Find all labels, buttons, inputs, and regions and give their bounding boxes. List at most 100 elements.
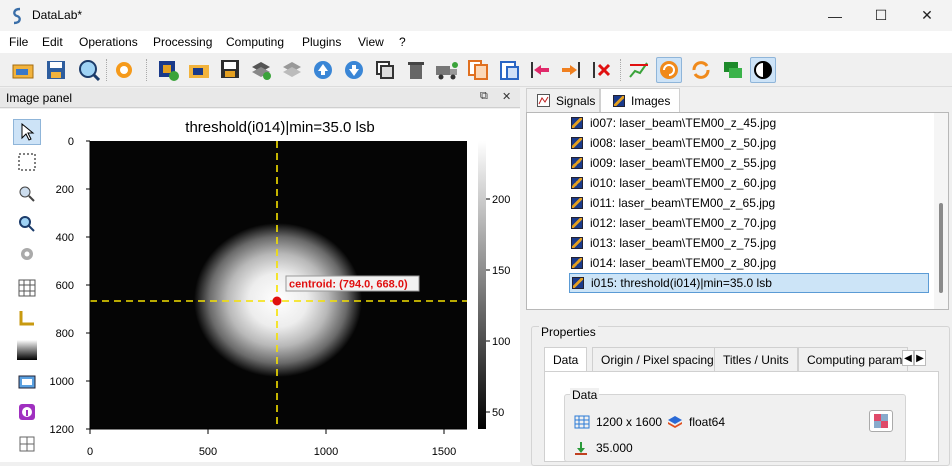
select-arrow-icon[interactable] xyxy=(13,119,41,145)
list-item[interactable]: i007: laser_beam\TEM00_z_45.jpg xyxy=(569,113,929,133)
colorbar-tick-label: 200 xyxy=(492,194,510,206)
contrast-icon[interactable] xyxy=(750,57,776,83)
list-scrollbar[interactable] xyxy=(934,113,948,309)
save-image-icon[interactable] xyxy=(217,57,243,83)
plot-canvas[interactable]: centroid: (794.0, 668.0) 0 200 400 600 8… xyxy=(0,109,520,462)
import-icon[interactable] xyxy=(527,57,553,83)
menu-computing[interactable]: Computing xyxy=(226,35,285,49)
image-icon xyxy=(571,197,583,209)
menu-operations[interactable]: Operations xyxy=(79,35,138,49)
new-image-icon[interactable] xyxy=(155,57,181,83)
main-toolbar xyxy=(0,53,952,87)
edit-data-button[interactable] xyxy=(869,410,893,432)
zoom-fit-icon[interactable] xyxy=(13,211,41,237)
menu-plugins[interactable]: Plugins xyxy=(302,35,342,49)
info-icon[interactable] xyxy=(13,399,41,425)
grid-icon[interactable] xyxy=(13,275,41,301)
list-item[interactable]: i011: laser_beam\TEM00_z_65.jpg xyxy=(569,193,929,213)
properties-title: Properties xyxy=(539,325,598,339)
image-icon xyxy=(613,94,625,107)
truck-icon[interactable] xyxy=(434,57,460,83)
close-button[interactable]: ✕ xyxy=(921,7,933,23)
undock-icon[interactable]: ⧉ xyxy=(480,90,488,102)
axes-icon[interactable] xyxy=(13,305,41,331)
layers-gray-icon[interactable] xyxy=(279,57,305,83)
min-arrow-icon xyxy=(575,442,587,455)
tab-images[interactable]: Images xyxy=(600,88,680,112)
pixel-grid-icon[interactable] xyxy=(13,431,41,457)
copy-icon[interactable] xyxy=(465,57,491,83)
menu-view[interactable]: View xyxy=(358,35,384,49)
list-item[interactable]: i012: laser_beam\TEM00_z_70.jpg xyxy=(569,213,929,233)
tab-scroll-left-icon[interactable]: ◀ xyxy=(902,350,914,366)
app-logo-icon xyxy=(13,7,21,25)
image-stats-icon[interactable] xyxy=(13,369,41,395)
menu-processing[interactable]: Processing xyxy=(153,35,213,49)
image-panel: threshold(i014)|min=35.0 lsb centroid: (… xyxy=(0,109,520,462)
list-item[interactable]: i014: laser_beam\TEM00_z_80.jpg xyxy=(569,253,929,273)
prop-tab-origin[interactable]: Origin / Pixel spacing xyxy=(592,347,723,371)
y-axis: 0 200 400 600 800 1000 1200 xyxy=(50,136,90,436)
open-folder-icon[interactable] xyxy=(186,57,212,83)
colorbar[interactable] xyxy=(478,141,486,429)
paste-icon[interactable] xyxy=(496,57,522,83)
prop-tab-titles[interactable]: Titles / Units xyxy=(714,347,798,371)
zoom-tool-icon[interactable] xyxy=(13,181,41,207)
centroid-marker[interactable] xyxy=(272,296,282,306)
annotation-icon[interactable] xyxy=(720,57,746,83)
list-item[interactable]: i013: laser_beam\TEM00_z_75.jpg xyxy=(569,233,929,253)
list-item-selected[interactable]: i015: threshold(i014)|min=35.0 lsb xyxy=(569,273,929,293)
image-icon xyxy=(571,117,583,129)
window-title: DataLab* xyxy=(32,8,83,22)
colormap-icon[interactable] xyxy=(13,337,41,363)
sync-icon[interactable] xyxy=(688,57,714,83)
prop-tab-computing[interactable]: Computing parame xyxy=(798,347,908,371)
plot-tools xyxy=(10,119,44,462)
tab-signals-label: Signals xyxy=(556,93,596,108)
zoom-icon[interactable] xyxy=(76,57,102,83)
image-panel-header: Image panel ⧉ ✕ xyxy=(0,88,520,108)
refresh-active-icon[interactable] xyxy=(656,57,682,83)
colorbar-tick-label: 50 xyxy=(492,407,504,419)
colorbar-axis: 200 150 100 50 xyxy=(486,194,510,419)
menu-file[interactable]: File xyxy=(9,35,29,49)
save-icon[interactable] xyxy=(43,57,69,83)
dtype-icon xyxy=(668,416,682,428)
y-tick-label: 200 xyxy=(56,184,74,196)
panel-close-icon[interactable]: ✕ xyxy=(502,91,512,103)
list-item[interactable]: i008: laser_beam\TEM00_z_50.jpg xyxy=(569,133,929,153)
image-icon xyxy=(571,157,583,169)
list-item[interactable]: i010: laser_beam\TEM00_z_60.jpg xyxy=(569,173,929,193)
settings-icon[interactable] xyxy=(111,57,137,83)
move-down-icon[interactable] xyxy=(341,57,367,83)
signal-icon xyxy=(537,94,550,107)
duplicate-icon[interactable] xyxy=(372,57,398,83)
delete-icon[interactable] xyxy=(403,57,429,83)
remove-icon[interactable] xyxy=(589,57,615,83)
export-icon[interactable] xyxy=(558,57,584,83)
move-up-icon[interactable] xyxy=(310,57,336,83)
minimize-button[interactable]: — xyxy=(828,7,842,24)
rect-select-icon[interactable] xyxy=(13,149,41,175)
x-axis: 0 500 1000 1500 xyxy=(87,429,456,458)
scrollbar-thumb[interactable] xyxy=(939,203,943,293)
colorbar-tick-label: 150 xyxy=(492,265,510,277)
layers-icon[interactable] xyxy=(248,57,274,83)
centroid-label: centroid: (794.0, 668.0) xyxy=(289,279,408,291)
y-tick-label: 400 xyxy=(56,232,74,244)
array-size-icon xyxy=(574,415,590,429)
list-item[interactable]: i009: laser_beam\TEM00_z_55.jpg xyxy=(569,153,929,173)
open-icon[interactable] xyxy=(10,57,36,83)
tab-scroll-right-icon[interactable]: ▶ xyxy=(914,350,926,366)
y-tick-label: 600 xyxy=(56,280,74,292)
prop-tab-data[interactable]: Data xyxy=(544,347,588,371)
right-panel: Signals Images i007: laser_beam\TEM00_z_… xyxy=(526,88,952,466)
image-list[interactable]: i007: laser_beam\TEM00_z_45.jpg i008: la… xyxy=(526,112,949,310)
plot-icon[interactable] xyxy=(626,57,652,83)
gear-icon[interactable] xyxy=(13,241,41,267)
menu-edit[interactable]: Edit xyxy=(42,35,63,49)
maximize-button[interactable]: ☐ xyxy=(874,7,888,23)
menu-help[interactable]: ? xyxy=(399,35,406,49)
x-tick-label: 500 xyxy=(199,446,217,458)
tab-signals[interactable]: Signals xyxy=(526,88,600,112)
